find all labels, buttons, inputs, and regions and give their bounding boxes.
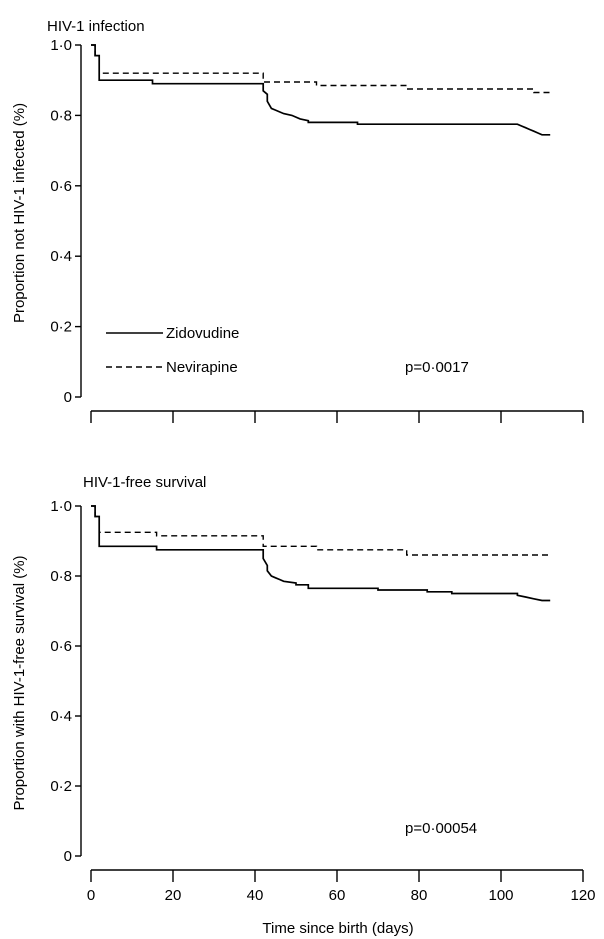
panel2-title: HIV-1-free survival (83, 474, 206, 491)
panel1-y-tick-label: 0·4 (50, 248, 72, 265)
panel2-x-tick-label: 20 (165, 887, 182, 904)
x-axis-label: Time since birth (days) (262, 920, 413, 937)
chart-marks: 1·0 0·8 0·6 0·4 0·2 0 1·0 0·8 0·6 0·4 0·2 0 0 20 40 60 8… (50, 37, 595, 904)
panel2-y-tick-label: 0·2 (50, 778, 72, 795)
panel1-y-tick-label: 1·0 (50, 37, 72, 54)
panel2-y-tick-label: 1·0 (50, 498, 72, 515)
panel2-p-value: p=0·00054 (405, 820, 477, 837)
legend-zidovudine-label: Zidovudine (166, 325, 239, 342)
panel1-p-value: p=0·0017 (405, 359, 469, 376)
panel2-series-nevirapine (91, 505, 551, 556)
panel2-y-tick-label: 0·4 (50, 708, 72, 725)
panel2-x-tick-label: 40 (247, 887, 264, 904)
panel1-series-zidovudine (91, 44, 551, 136)
panel1-title: HIV-1 infection (47, 18, 145, 35)
panel2-x-tick-label: 120 (570, 887, 595, 904)
panel2-y-tick-label: 0·8 (50, 568, 72, 585)
panel2-y-axis-label: Proportion with HIV-1-free survival (%) (11, 555, 28, 810)
panel2-x-tick-label: 0 (87, 887, 95, 904)
panel1-y-tick-label: 0·2 (50, 319, 72, 336)
panel1-y-tick-label: 0 (64, 389, 72, 406)
panel1-y-tick-label: 0·8 (50, 107, 72, 124)
panel1-y-tick-label: 0·6 (50, 178, 72, 195)
panel2-x-tick-label: 80 (411, 887, 428, 904)
panel1-series-nevirapine (91, 44, 551, 94)
panel1-y-axis-label: Proportion not HIV-1 infected (%) (11, 103, 28, 323)
panel2-x-tick-label: 60 (329, 887, 346, 904)
legend-nevirapine-label: Nevirapine (166, 359, 238, 376)
panel2-x-tick-label: 100 (488, 887, 513, 904)
panel2-y-tick-label: 0 (64, 848, 72, 865)
panel2-y-tick-label: 0·6 (50, 638, 72, 655)
panel2-series-zidovudine (91, 505, 551, 602)
